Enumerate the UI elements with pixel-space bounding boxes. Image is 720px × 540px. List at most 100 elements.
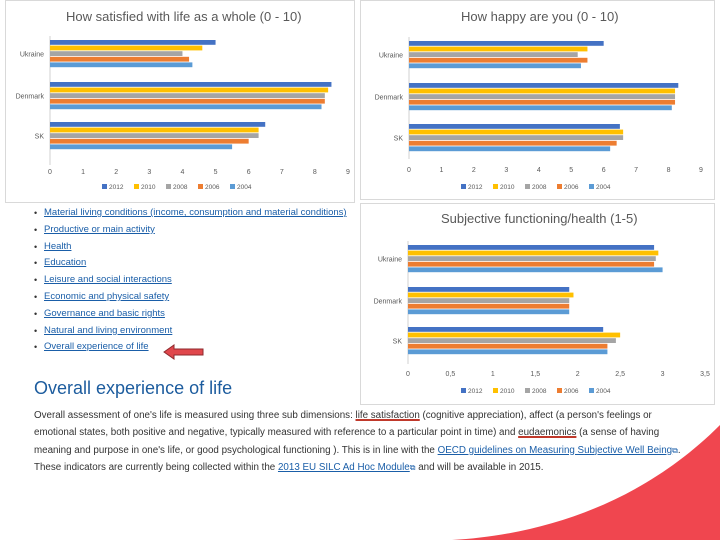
x-tick-label: 1,5: [530, 371, 540, 378]
bar-sk-2010: [408, 332, 621, 338]
category-label: Ukraine: [378, 257, 402, 264]
legend-label: 2008: [173, 184, 188, 191]
chart-life-satisfaction: How satisfied with life as a whole (0 - …: [5, 0, 355, 203]
bar-sk-2008: [409, 135, 624, 140]
dimension-link[interactable]: Material living conditions (income, cons…: [44, 207, 347, 218]
x-tick-label: 9: [346, 169, 350, 176]
paragraph-text: and will be available in 2015.: [415, 461, 544, 473]
list-item: • Governance and basic rights: [34, 306, 364, 323]
bar-denmark-2004: [50, 104, 322, 110]
paragraph-text: (a sense of having meaning and purpose i…: [34, 427, 660, 456]
eudaemonics-term: eudaemonics: [518, 427, 577, 439]
x-tick-label: 1: [439, 167, 443, 174]
bar-ukraine-2008: [409, 52, 578, 57]
legend-label: 2004: [237, 184, 252, 191]
bar-ukraine-2006: [408, 261, 655, 267]
legend-swatch: [493, 184, 498, 189]
list-item: • Health: [34, 239, 364, 256]
bar-sk-2012: [50, 122, 266, 127]
list-item: • Economic and physical safety: [34, 289, 364, 306]
x-tick-label: 6: [247, 169, 251, 176]
x-tick-label: 5: [569, 167, 573, 174]
x-tick-label: 2: [472, 167, 476, 174]
bar-ukraine-2008: [408, 256, 656, 261]
chart-happiness-svg: How happy are you (0 - 10) 0 1 2 3 4 5 6 7 8 9 Ukra…: [375, 9, 703, 191]
bar-ukraine-2012: [50, 40, 216, 45]
list-item: • Natural and living environment: [34, 323, 364, 340]
legend-swatch: [461, 388, 466, 393]
paragraph-text: Overall assessment of one's life is meas…: [34, 410, 356, 421]
dimension-link[interactable]: Health: [44, 240, 72, 252]
bar-sk-2012: [409, 124, 620, 129]
bar-ukraine-2012: [409, 41, 604, 46]
bar-denmark-2010: [409, 88, 676, 94]
x-tick-label: 2: [576, 371, 580, 378]
external-link-icon[interactable]: ⧉: [409, 462, 416, 472]
bar-sk-2004: [408, 349, 608, 355]
chart-title: How satisfied with life as a whole (0 - …: [66, 9, 302, 24]
bar-denmark-2012: [409, 83, 679, 88]
list-item: • Productive or main activity: [34, 222, 364, 239]
life-satisfaction-term: life satisfaction: [355, 410, 420, 421]
bar-ukraine-2010: [50, 45, 203, 51]
bar-denmark-2010: [50, 87, 329, 93]
bar-ukraine-2004: [408, 267, 663, 273]
category-label: Denmark: [375, 95, 404, 102]
x-tick-label: 3: [147, 169, 151, 176]
external-link-icon[interactable]: ⧉: [672, 445, 678, 455]
x-tick-label: 4: [180, 169, 184, 176]
dimension-link[interactable]: Education: [44, 257, 87, 269]
bar-denmark-2006: [408, 303, 570, 309]
x-tick-label: 3,5: [700, 371, 710, 378]
dimension-link[interactable]: Natural and living environment: [44, 324, 173, 336]
legend-swatch: [557, 388, 562, 393]
bar-denmark-2004: [409, 105, 672, 111]
x-tick-label: 0,5: [446, 371, 456, 378]
bullet: •: [34, 291, 38, 302]
x-tick-label: 4: [537, 167, 541, 174]
dimension-link[interactable]: Leisure and social interactions: [44, 274, 172, 286]
bullet: •: [34, 224, 38, 235]
legend-label: 2008: [532, 184, 547, 191]
category-label: Ukraine: [379, 53, 403, 60]
legend-swatch: [166, 184, 171, 189]
legend-label: 2012: [109, 184, 124, 191]
bar-denmark-2012: [50, 82, 332, 87]
legend-label: 2010: [500, 388, 515, 395]
legend-label: 2010: [141, 184, 156, 191]
bar-ukraine-2012: [408, 245, 655, 250]
oecd-guidelines-link[interactable]: OECD guidelines on Measuring Subjective …: [437, 444, 673, 456]
bar-sk-2012: [408, 327, 604, 332]
bar-denmark-2010: [408, 292, 574, 298]
legend-label: 2006: [564, 388, 579, 395]
bar-denmark-2012: [408, 287, 570, 292]
bar-sk-2008: [408, 338, 616, 343]
bar-denmark-2008: [408, 298, 570, 303]
chart-life-satisfaction-svg: How satisfied with life as a whole (0 - …: [16, 9, 350, 191]
legend-swatch: [198, 184, 203, 189]
bar-ukraine-2004: [409, 63, 581, 69]
section-heading: Overall experience of life: [34, 378, 233, 398]
legend-swatch: [461, 184, 466, 189]
category-label: Denmark: [16, 94, 45, 101]
bar-denmark-2006: [50, 98, 325, 104]
list-item: • Material living conditions (income, con…: [34, 205, 364, 222]
chart-title: How happy are you (0 - 10): [461, 9, 619, 24]
list-item: • Overall experience of life: [34, 339, 364, 356]
bar-denmark-2006: [409, 99, 676, 105]
dimension-list: • Material living conditions (income, con…: [34, 205, 364, 356]
eu-silc-module-link[interactable]: 2013 EU SILC Ad Hoc Module: [277, 461, 410, 473]
dimension-link[interactable]: Governance and basic rights: [44, 307, 165, 319]
dimension-link[interactable]: Productive or main activity: [44, 223, 155, 235]
paragraph-text: . These indicators are currently being c…: [34, 444, 681, 473]
left-arrow-icon: [163, 344, 204, 360]
bullet: •: [34, 241, 38, 252]
bar-ukraine-2008: [50, 51, 183, 56]
dimension-link[interactable]: Economic and physical safety: [44, 290, 170, 302]
paragraph-text: (cognitive appreciation), affect (a pers…: [34, 410, 652, 439]
bar-ukraine-2010: [409, 46, 588, 52]
bar-ukraine-2006: [409, 57, 588, 63]
dimension-link[interactable]: Overall experience of life: [44, 341, 149, 353]
bar-sk-2008: [50, 133, 259, 138]
